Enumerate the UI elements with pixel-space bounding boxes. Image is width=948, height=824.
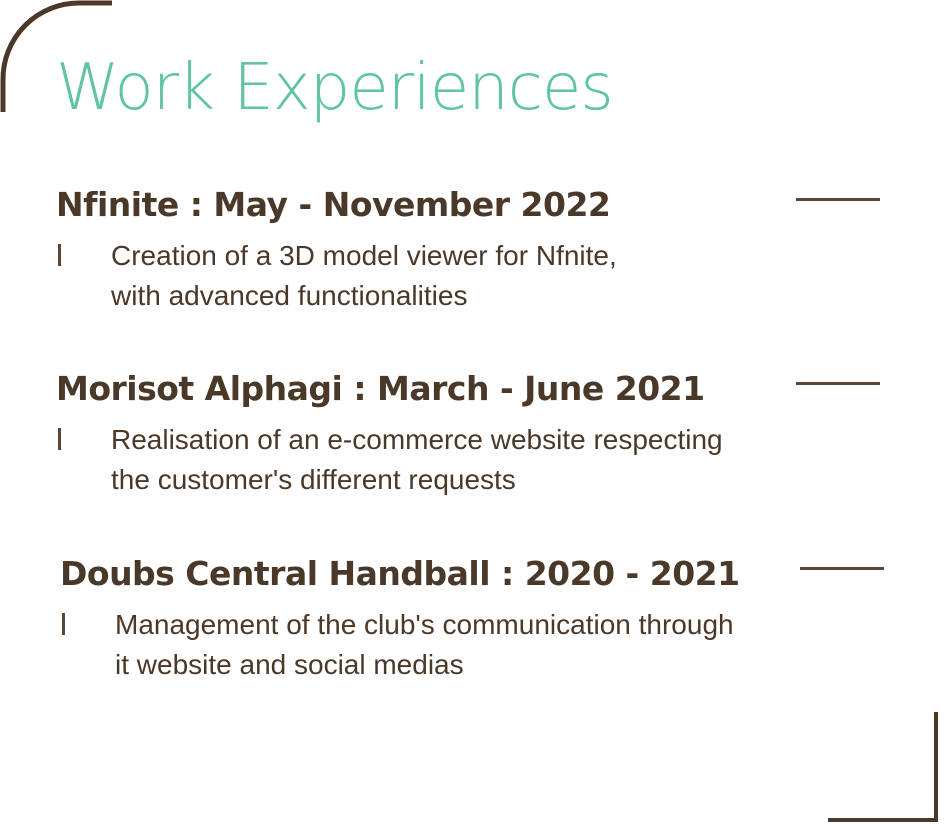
- heading-rule: [796, 198, 880, 201]
- experience-item-doubs-central-handball: Doubs Central Handball : 2020 - 2021 Man…: [60, 553, 890, 680]
- heading-rule: [800, 567, 884, 570]
- top-left-corner-decoration: [0, 0, 112, 112]
- heading-rule: [796, 382, 880, 385]
- section-title: Work Experiences: [56, 51, 614, 125]
- experience-description: Realisation of an e-commerce website res…: [111, 420, 723, 500]
- description-line: it website and social medias: [115, 649, 464, 680]
- description-line: Creation of a 3D model viewer for Nfnite…: [111, 240, 617, 271]
- description-line: with advanced functionalities: [111, 280, 468, 311]
- experience-description: Management of the club's communication t…: [115, 605, 734, 685]
- description-marker: [58, 244, 61, 266]
- description-marker: [62, 613, 65, 635]
- experience-item-morisot-alphagi: Morisot Alphagi : March - June 2021 Real…: [56, 368, 886, 495]
- description-line: Management of the club's communication t…: [115, 609, 734, 640]
- experience-description: Creation of a 3D model viewer for Nfnite…: [111, 236, 617, 316]
- description-marker: [58, 428, 61, 450]
- bottom-right-corner-decoration: [828, 712, 938, 822]
- experience-heading: Morisot Alphagi : March - June 2021: [56, 369, 705, 408]
- experience-heading: Nfinite : May - November 2022: [56, 185, 611, 224]
- description-line: the customer's different requests: [111, 464, 516, 495]
- experience-item-nfinite: Nfinite : May - November 2022 Creation o…: [56, 184, 886, 311]
- experience-heading: Doubs Central Handball : 2020 - 2021: [60, 554, 740, 593]
- description-line: Realisation of an e-commerce website res…: [111, 424, 723, 455]
